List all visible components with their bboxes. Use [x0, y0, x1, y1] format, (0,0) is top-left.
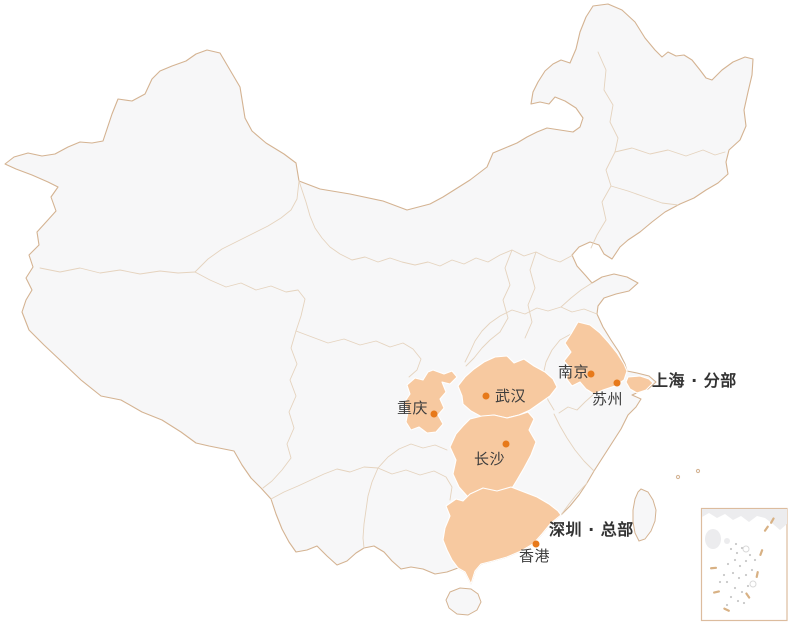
highlight-guangdong [442, 486, 562, 585]
city-label-wuhan: 武汉 [495, 387, 527, 405]
inset-hainan [705, 529, 721, 549]
highlight-chongqing [403, 369, 458, 434]
city-marker-hongkong [532, 540, 540, 548]
inset-islands [718, 542, 757, 607]
inset-frame [700, 507, 788, 622]
highlight-jiangsu [563, 321, 628, 395]
highlight-shanghai [625, 375, 654, 394]
city-label-nanjing: 南京 [558, 363, 590, 381]
small-island [675, 474, 681, 480]
taiwan-island [632, 488, 657, 542]
city-marker-chongqing [430, 410, 438, 418]
city-marker-changsha [502, 440, 510, 448]
highlighted-provinces [403, 321, 654, 585]
branch-label-shanghai: 上海 · 分部 [652, 371, 737, 390]
mainland-outline [4, 3, 754, 585]
city-marker-suzhou [613, 379, 621, 387]
city-label-changsha: 长沙 [474, 450, 506, 468]
highlight-hunan [449, 411, 537, 507]
south-china-sea-inset [700, 507, 788, 622]
small-island [695, 468, 701, 474]
inset-dash-line [710, 517, 775, 612]
hainan-island [445, 587, 482, 616]
inset-coastline [702, 509, 787, 530]
city-marker-nanjing [587, 370, 595, 378]
city-label-chongqing: 重庆 [397, 399, 429, 417]
islands [445, 468, 701, 616]
city-label-hongkong: 香港 [519, 547, 551, 565]
city-label-suzhou: 苏州 [592, 390, 624, 408]
hq-label-shenzhen: 深圳 · 总部 [549, 520, 634, 539]
city-marker-wuhan [482, 392, 490, 400]
